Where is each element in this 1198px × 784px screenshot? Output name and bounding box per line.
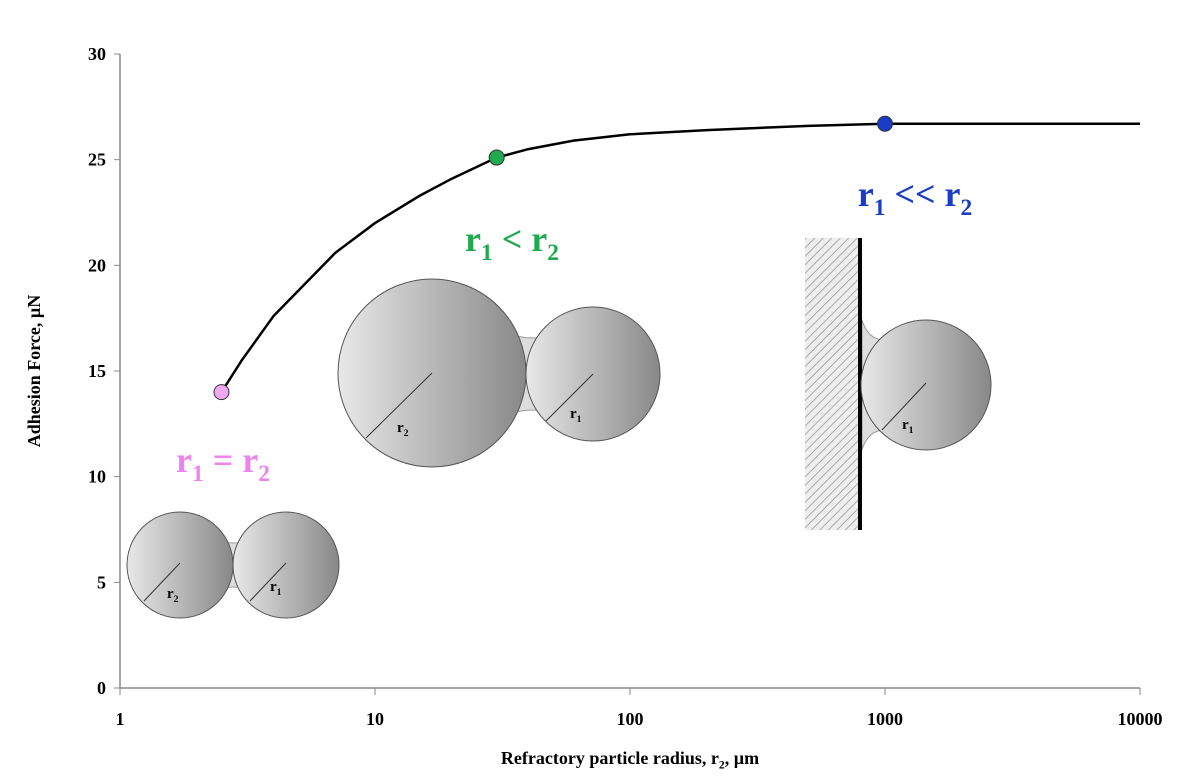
annotation: r1 << r2: [858, 174, 972, 221]
page: Adhesion Force, µN 0 5 10 15 20 25 30 1 10 100 100…: [0, 0, 1198, 784]
diagram-equal: [127, 512, 339, 618]
y-tick-label: 15: [88, 361, 106, 381]
y-tick-label: 5: [97, 572, 106, 592]
annotation-part: r: [176, 440, 192, 480]
annotation-part: << r: [885, 174, 960, 214]
annotation-part: 2: [961, 195, 973, 221]
y-tick-label: 25: [88, 150, 106, 170]
x-tick-label: 1000: [867, 709, 903, 729]
x-tick-label: 10000: [1118, 709, 1163, 729]
diagram-label-part: 1: [277, 587, 282, 598]
marker: [214, 385, 229, 400]
annotation-part: 2: [547, 240, 559, 266]
diagram-label-part: 2: [404, 428, 409, 439]
annotation-part: = r: [204, 440, 259, 480]
annotation-part: r: [465, 219, 481, 259]
y-tick-label: 10: [88, 467, 106, 487]
diagram-less: [338, 279, 660, 467]
diagram-label-part: 2: [174, 594, 179, 605]
annotation-part: 1: [481, 240, 493, 266]
annotation-part: 1: [192, 461, 204, 487]
annotation: r1 < r2: [465, 219, 559, 266]
y-tick-label: 30: [88, 44, 106, 64]
x-axis-title-part: , µm: [725, 748, 759, 768]
x-tick-label: 10: [366, 709, 384, 729]
diagram-label-part: 1: [909, 425, 914, 436]
x-axis-title-part: Refractory particle radius, r: [501, 748, 719, 768]
marker: [489, 150, 504, 165]
annotation-part: < r: [493, 219, 548, 259]
x-tick-label: 1: [116, 709, 125, 729]
x-axis-title: Refractory particle radius, r2, µm: [501, 748, 759, 772]
annotation-part: 2: [258, 461, 270, 487]
marker: [878, 116, 893, 131]
annotation: r1 = r2: [176, 440, 270, 487]
diagram-label-part: 1: [577, 414, 582, 425]
diagram-much-less: [805, 238, 991, 530]
chart: Adhesion Force, µN 0 5 10 15 20 25 30 1 10 100 100…: [0, 0, 1198, 784]
y-axis-title: Adhesion Force, µN: [24, 295, 44, 448]
annotation-part: r: [858, 174, 874, 214]
y-tick-label: 20: [88, 255, 106, 275]
y-tick-label: 0: [97, 678, 106, 698]
annotation-part: 1: [874, 195, 886, 221]
x-tick-label: 100: [617, 709, 644, 729]
